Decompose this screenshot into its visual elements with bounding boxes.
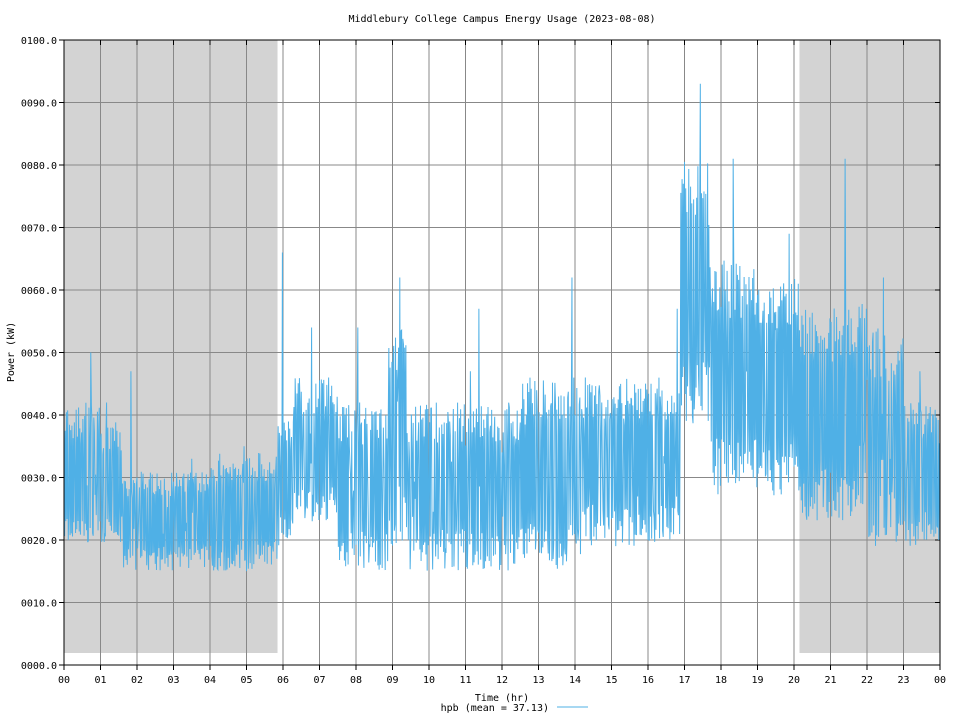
legend: hpb (mean = 37.13)	[441, 703, 588, 714]
night-shading-0	[64, 40, 278, 653]
x-tick-label: 11	[459, 675, 471, 686]
y-tick-label: 0050.0	[21, 349, 57, 360]
x-tick-label: 21	[824, 675, 836, 686]
series-line-0	[63, 83, 940, 572]
y-tick-label: 0030.0	[21, 474, 57, 485]
x-tick-label: 23	[897, 675, 909, 686]
series-lines	[63, 83, 940, 572]
x-tick-label: 10	[423, 675, 435, 686]
x-tick-label: 17	[678, 675, 690, 686]
x-tick-label: 15	[605, 675, 617, 686]
x-tick-label: 16	[642, 675, 654, 686]
legend-label: hpb (mean = 37.13)	[441, 703, 549, 714]
y-tick-label: 0060.0	[21, 286, 57, 297]
x-tick-label: 09	[386, 675, 398, 686]
y-tick-label: 0080.0	[21, 161, 57, 172]
x-axis-label: Time (hr)	[475, 693, 529, 704]
x-tick-label: 14	[569, 675, 581, 686]
x-tick-label: 01	[94, 675, 106, 686]
x-tick-label: 20	[788, 675, 800, 686]
x-tick-label: 08	[350, 675, 362, 686]
chart-title: Middlebury College Campus Energy Usage (…	[348, 14, 655, 25]
y-tick-label: 0070.0	[21, 224, 57, 235]
y-axis-ticks: 0000.0 0010.0 0020.0 0030.0 0040.0 0050.0 0060…	[21, 36, 940, 672]
x-tick-label: 18	[715, 675, 727, 686]
y-tick-label: 0010.0	[21, 599, 57, 610]
x-tick-label: 00	[58, 675, 70, 686]
x-tick-label: 19	[751, 675, 763, 686]
x-tick-label: 00	[934, 675, 946, 686]
y-tick-label: 0090.0	[21, 99, 57, 110]
x-tick-label: 12	[496, 675, 508, 686]
x-tick-label: 02	[131, 675, 143, 686]
y-tick-label: 0000.0	[21, 661, 57, 672]
y-axis-label: Power (kW)	[6, 322, 17, 382]
x-tick-label: 07	[313, 675, 325, 686]
x-axis-ticks: 00 01 02 03 04 05 06 07 08 09 10 11 12 13 14 15 16 17 18 19…	[58, 40, 946, 686]
plot-frame	[63, 39, 941, 666]
y-tick-label: 0100.0	[21, 36, 57, 47]
x-tick-label: 22	[861, 675, 873, 686]
x-tick-label: 04	[204, 675, 216, 686]
x-tick-label: 06	[277, 675, 289, 686]
x-tick-label: 13	[532, 675, 544, 686]
y-tick-label: 0040.0	[21, 411, 57, 422]
y-tick-label: 0020.0	[21, 536, 57, 547]
x-tick-label: 05	[240, 675, 252, 686]
x-tick-label: 03	[167, 675, 179, 686]
